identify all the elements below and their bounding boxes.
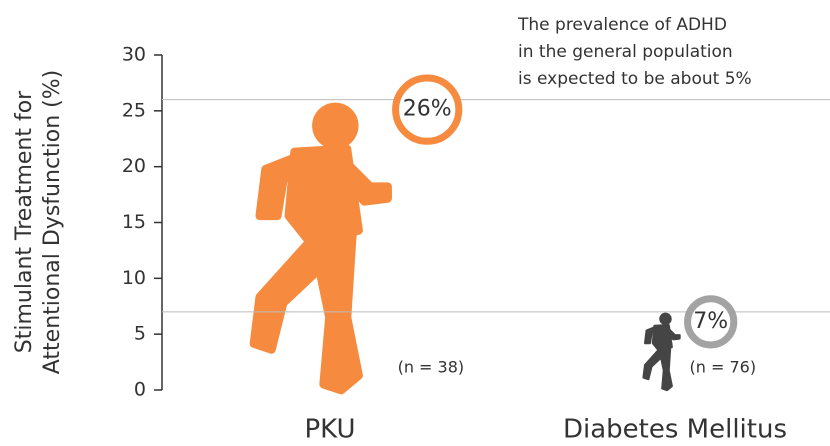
y-label-line: Attentional Dysfunction (%) [40, 70, 65, 374]
figure-part [249, 234, 334, 354]
annotation-line: in the general population [518, 42, 733, 62]
y-tick-label: 5 [134, 323, 146, 345]
y-tick-label: 30 [122, 44, 146, 66]
figure-part [642, 348, 666, 381]
y-axis-label: Stimulant Treatment for Attentional Dysf… [12, 70, 65, 374]
figure-part [336, 153, 392, 206]
figure-part [643, 326, 656, 345]
y-tick-label: 10 [122, 267, 146, 289]
figure-part [255, 153, 300, 221]
y-label-line: Stimulant Treatment for [12, 90, 37, 353]
x-tick-label: Diabetes Mellitus [563, 415, 787, 445]
y-tick-label: 15 [122, 211, 146, 233]
sample-size: (n = 76) [690, 358, 757, 377]
y-tick-label: 0 [134, 379, 146, 401]
value-ring [392, 74, 463, 145]
value-ring [684, 295, 738, 349]
figure-head [312, 102, 359, 150]
figure [642, 312, 681, 392]
value-label: 26% [403, 97, 452, 122]
y-tick-label: 20 [122, 155, 146, 177]
annotation-line: The prevalence of ADHD [517, 15, 727, 35]
figure-head [659, 312, 672, 326]
sample-size: (n = 38) [398, 358, 465, 377]
annotation-line: is expected to be about 5% [518, 69, 752, 89]
x-tick-label: PKU [304, 415, 355, 445]
value-label: 7% [693, 309, 728, 334]
y-tick-label: 25 [122, 99, 146, 121]
figure [249, 102, 392, 395]
figure-part [665, 326, 681, 341]
